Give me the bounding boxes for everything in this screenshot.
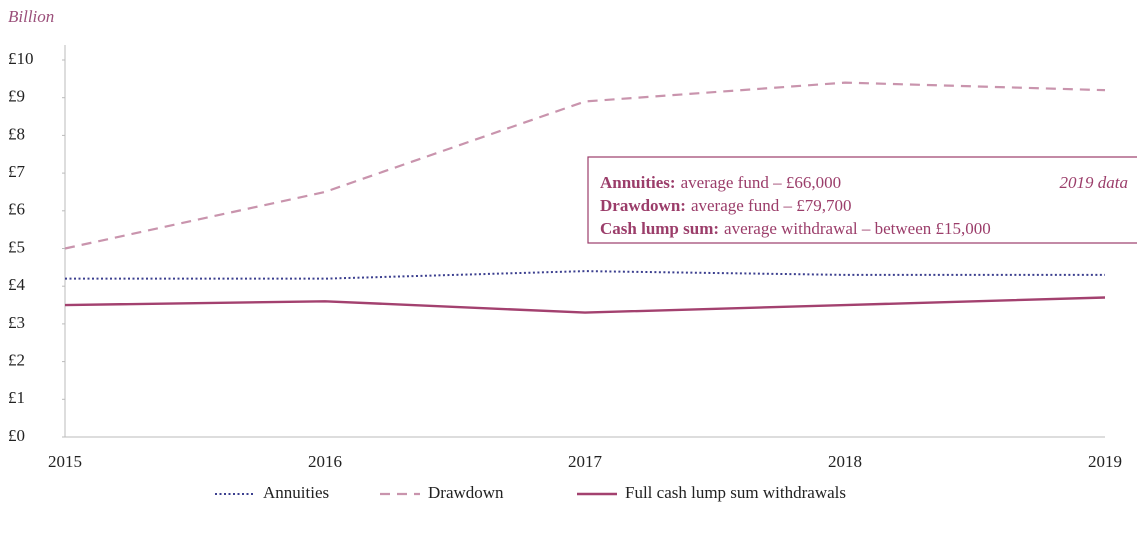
legend-label: Annuities	[263, 483, 329, 502]
data-line	[64, 81, 1106, 250]
annotation-line: Cash lump sum: average withdrawal – betwe…	[600, 219, 991, 238]
annotation-text: average withdrawal – between £15,000	[724, 219, 991, 238]
y-tick-label: £1	[8, 388, 25, 407]
y-tick-label: £6	[8, 200, 25, 219]
x-tick-label: 2015	[48, 452, 82, 471]
y-tick-label: £3	[8, 313, 25, 332]
annotation-box	[587, 156, 1137, 244]
annotation-bold: Drawdown:	[600, 196, 686, 215]
y-axis-label: Billion	[8, 7, 54, 26]
y-tick-label: £9	[8, 87, 25, 106]
y-tick-label: £5	[8, 237, 25, 256]
y-tick-label: £7	[8, 162, 26, 181]
data-line	[64, 296, 1106, 314]
annotation-text: average fund – £79,700	[691, 196, 852, 215]
y-tick-label: £4	[8, 275, 26, 294]
y-tick-label: £8	[8, 124, 25, 143]
annotation-line: Annuities: average fund – £66,000	[600, 173, 841, 192]
y-tick-label: £0	[8, 426, 25, 445]
y-tick-label: £2	[8, 351, 25, 370]
x-tick-label: 2018	[828, 452, 862, 471]
y-tick-label: £10	[8, 49, 34, 68]
x-tick-label: 2017	[568, 452, 603, 471]
x-tick-label: 2019	[1088, 452, 1122, 471]
legend-label: Full cash lump sum withdrawals	[625, 483, 846, 502]
data-line	[65, 270, 1105, 280]
annotation-note: 2019 data	[1060, 173, 1128, 192]
legend-label: Drawdown	[428, 483, 504, 502]
annotation-line: Drawdown: average fund – £79,700	[600, 196, 851, 215]
annotation-bold: Cash lump sum:	[600, 219, 719, 238]
annotation-text: average fund – £66,000	[681, 173, 842, 192]
annotation-bold: Annuities:	[600, 173, 676, 192]
x-tick-label: 2016	[308, 452, 342, 471]
